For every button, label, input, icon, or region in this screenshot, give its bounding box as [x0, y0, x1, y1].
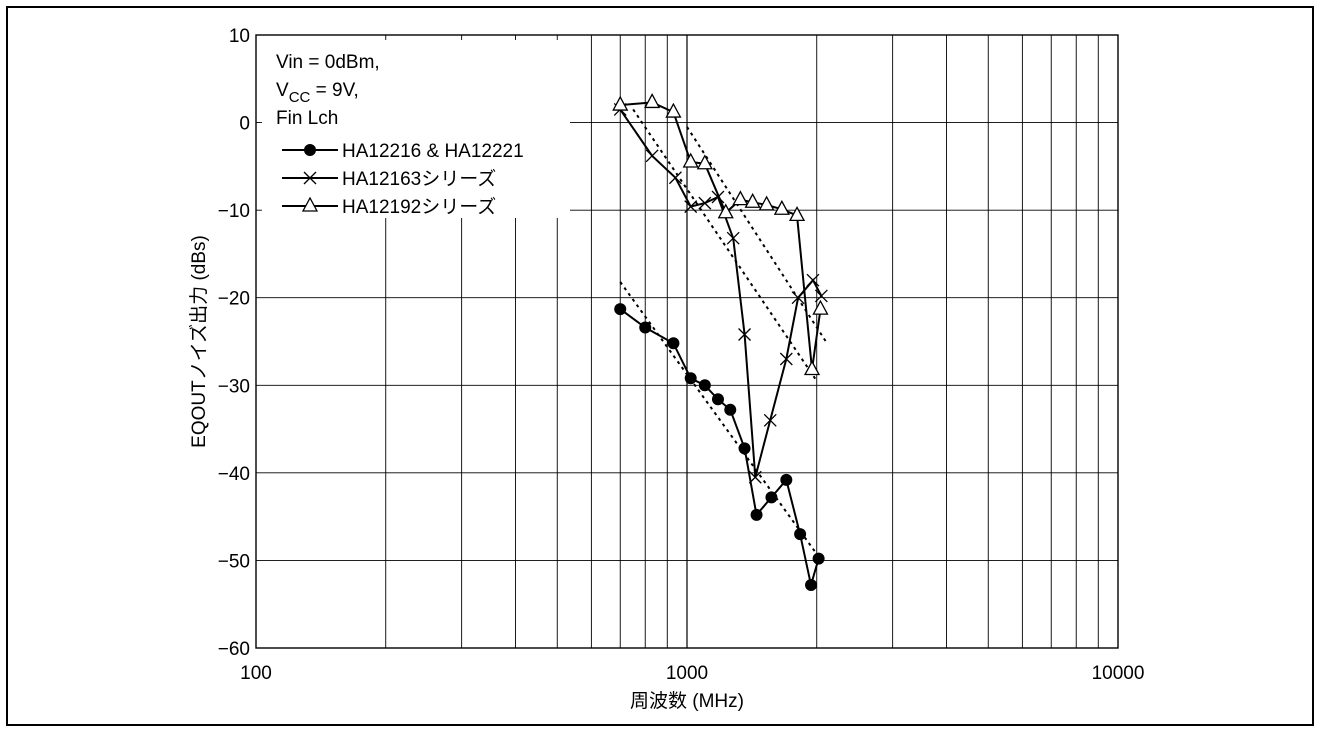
legend: HA12216 & HA12221 HA12163シリーズ HA12192シリーズ [282, 141, 524, 218]
series-group [612, 93, 829, 591]
data-point-circle [639, 321, 652, 334]
data-point-x [814, 289, 828, 303]
legend-entry: HA12216 & HA12221 [282, 141, 524, 162]
y-tick-label: −50 [218, 551, 250, 572]
y-axis-label: EQOUTノイズ出力 (dBs) [188, 235, 210, 448]
trend-line [619, 281, 823, 562]
data-point-triangle [758, 195, 775, 211]
series-filled-circle [614, 303, 825, 591]
y-tick-label: −20 [218, 289, 250, 310]
data-point-circle [805, 578, 818, 591]
data-point-triangle [744, 192, 761, 208]
data-point-circle [698, 379, 711, 392]
series-open-triangle [612, 93, 829, 376]
data-point-x [779, 352, 793, 366]
x-axis-label: 周波数 (MHz) [630, 690, 744, 712]
data-point-x [763, 413, 777, 427]
data-point-circle [780, 473, 793, 486]
series-x [613, 102, 828, 484]
data-point-circle [765, 491, 778, 504]
x-tick-label: 100 [240, 663, 272, 684]
y-tick-label: 10 [229, 26, 250, 47]
annotation-fin: Fin Lch [276, 108, 338, 129]
data-point-triangle [301, 196, 319, 212]
annotation-vcc-sub: CC [289, 89, 311, 106]
y-tick-label: −40 [218, 464, 250, 485]
data-point-circle [812, 552, 825, 565]
chart-frame [6, 6, 1314, 726]
y-tick-label: −60 [218, 639, 250, 660]
data-point-circle [304, 144, 316, 156]
data-point-x [668, 171, 682, 185]
y-tick-label: −10 [218, 201, 250, 222]
legend-label: HA12192シリーズ [342, 196, 496, 218]
data-point-triangle [788, 206, 806, 222]
data-point-triangle [717, 203, 734, 219]
data-point-triangle [696, 154, 713, 170]
data-point-x [303, 171, 317, 185]
data-point-circle [750, 508, 763, 521]
trend-line [632, 108, 818, 382]
data-point-x [698, 196, 712, 210]
legend-entry: HA12163シリーズ [282, 168, 496, 190]
data-point-x [806, 273, 820, 287]
data-point-circle [711, 393, 724, 406]
trend-lines [619, 108, 827, 562]
data-point-circle [724, 403, 737, 416]
annotation-vin: Vin = 0dBm, [276, 52, 380, 73]
data-point-triangle [682, 152, 699, 168]
data-point-x [738, 328, 752, 341]
legend-entry: HA12192シリーズ [282, 196, 496, 218]
annotation-vcc-prefix: V [276, 80, 289, 101]
data-point-triangle [812, 299, 829, 315]
data-point-circle [738, 442, 751, 455]
y-tick-label: 0 [239, 114, 250, 135]
legend-label: HA12216 & HA12221 [342, 141, 524, 162]
plot-border [255, 34, 1119, 649]
x-tick-label: 10000 [1092, 663, 1145, 684]
data-point-triangle [773, 199, 790, 215]
data-point-x [684, 200, 698, 214]
data-point-circle [794, 528, 807, 541]
data-point-triangle [665, 102, 682, 118]
series-line [619, 108, 823, 478]
data-point-circle [667, 337, 680, 350]
data-point-x [748, 470, 762, 484]
x-tick-label: 1000 [666, 663, 708, 684]
y-tick-label: −30 [218, 376, 250, 397]
data-point-x [645, 149, 659, 163]
data-point-triangle [732, 190, 749, 206]
data-point-circle [684, 372, 697, 385]
data-point-circle [614, 303, 627, 316]
series-line [619, 308, 820, 586]
data-point-triangle [644, 93, 661, 109]
annotation-vcc-suffix: = 9V, [310, 80, 358, 101]
trend-line [686, 126, 827, 343]
legend-background [262, 40, 570, 218]
data-point-x [791, 291, 805, 305]
legend-label: HA12163シリーズ [342, 168, 496, 190]
data-point-triangle [612, 95, 629, 111]
annotation-vcc: VCC = 9V, [276, 80, 359, 106]
data-point-triangle [803, 360, 821, 376]
data-point-x [726, 231, 740, 245]
